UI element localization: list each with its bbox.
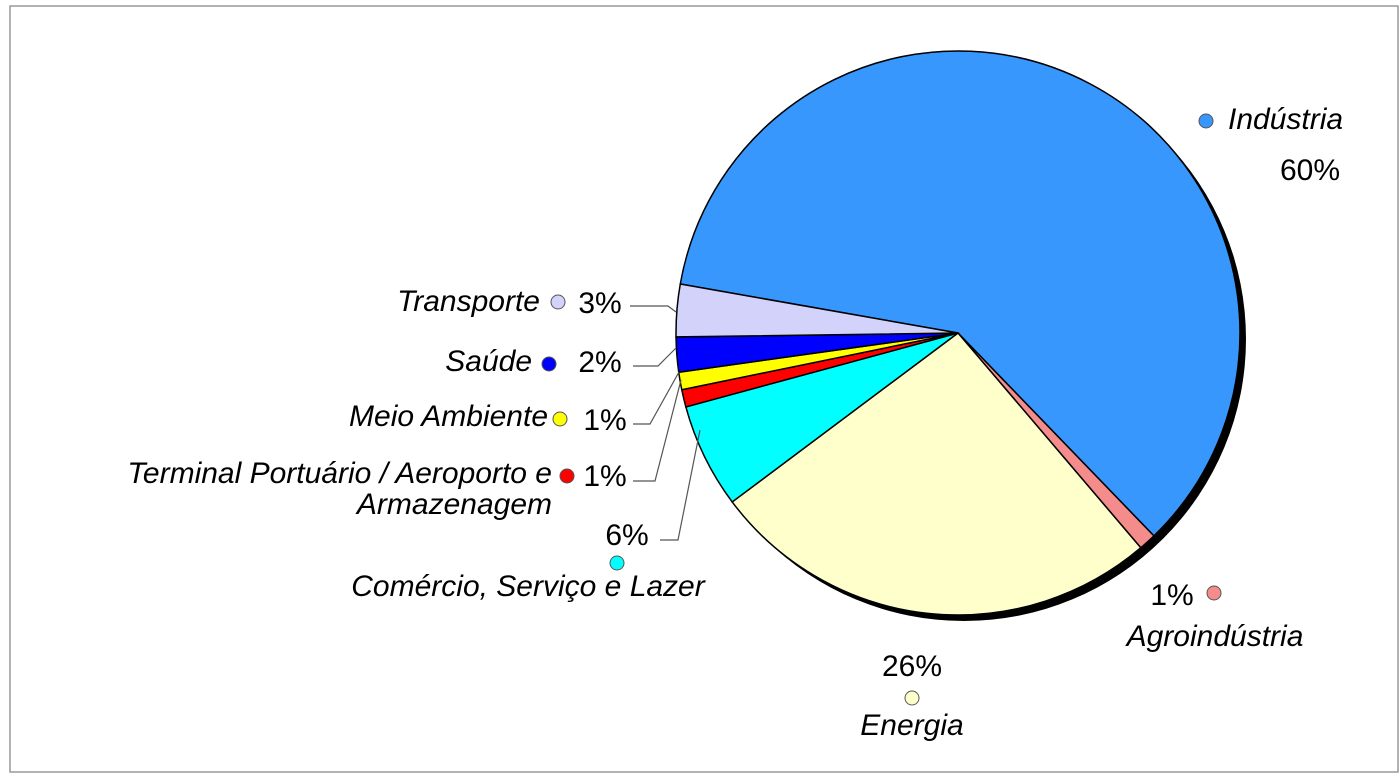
category-label: Meio Ambiente — [349, 400, 548, 433]
legend-dot — [609, 555, 625, 571]
category-label: Energia — [860, 709, 963, 742]
category-label: Terminal Portuário / Aeroporto e Armazen… — [127, 457, 552, 521]
value-label: 1% — [583, 404, 626, 437]
legend-dot — [1206, 585, 1222, 601]
category-label: Transporte — [397, 285, 540, 318]
leader-line — [630, 305, 677, 313]
legend-dot — [559, 468, 575, 484]
leader-line — [633, 347, 677, 367]
value-label: 3% — [578, 287, 621, 320]
category-label: Comércio, Serviço e Lazer — [351, 570, 705, 603]
value-label: 6% — [605, 519, 648, 552]
pie-slice — [731, 331, 1142, 616]
leader-line — [633, 371, 680, 425]
value-label: 60% — [1280, 154, 1340, 187]
legend-dot — [1198, 113, 1214, 129]
category-label: Agroindústria — [1125, 620, 1304, 653]
legend-dot — [552, 411, 568, 427]
legend-dot — [541, 356, 557, 372]
slices — [675, 50, 1241, 616]
legend-dot — [550, 294, 566, 310]
value-label: 2% — [578, 346, 621, 379]
leader-line — [660, 429, 701, 541]
value-label: 26% — [882, 650, 942, 683]
category-label: Indústria — [1228, 103, 1343, 136]
pie-slice — [675, 283, 959, 338]
value-label: 1% — [1150, 579, 1193, 612]
leader-line — [633, 379, 682, 482]
legend-dot — [904, 690, 920, 706]
pie-slice — [679, 50, 1241, 537]
category-label: Saúde — [445, 345, 532, 378]
value-label: 1% — [583, 460, 626, 493]
